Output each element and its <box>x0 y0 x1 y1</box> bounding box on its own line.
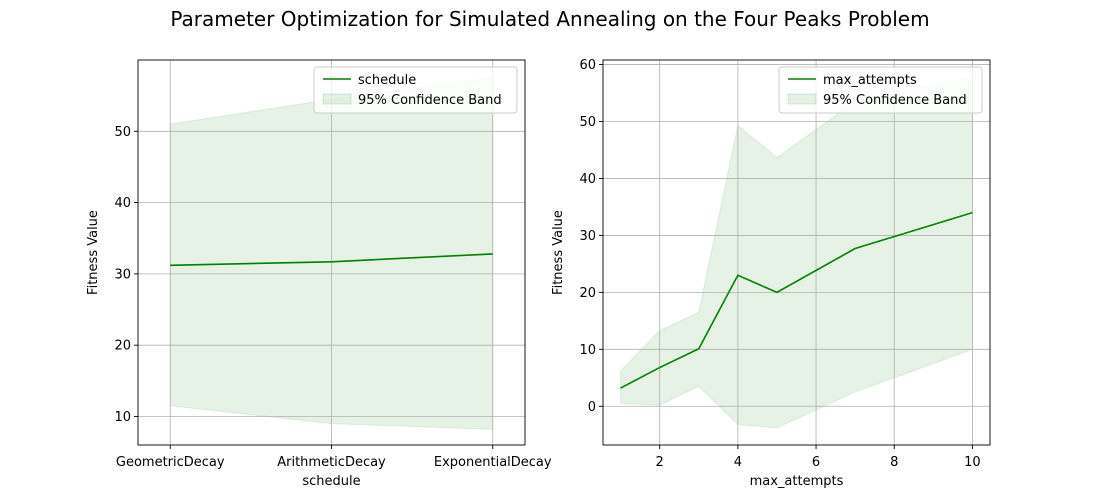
y-tick-label: 40 <box>579 172 596 187</box>
y-tick-label: 50 <box>114 125 131 140</box>
figure-title: Parameter Optimization for Simulated Ann… <box>170 7 929 31</box>
x-tick-label: 4 <box>734 455 742 470</box>
right-chart: 2 4 6 8 10 0 10 20 30 40 50 60 max_attempts Fitness V… <box>551 58 991 489</box>
legend-box <box>778 66 983 114</box>
y-tick-label: 40 <box>114 196 131 211</box>
legend-entry-series: schedule <box>358 73 416 88</box>
axes-frame <box>602 59 991 446</box>
y-tick-label: 30 <box>579 229 596 244</box>
x-tick-label: 8 <box>890 455 898 470</box>
x-axis-label: max_attempts <box>750 474 844 489</box>
legend-entry-band: 95% Confidence Band <box>358 93 502 108</box>
y-tick-label: 0 <box>588 400 596 415</box>
y-tick-label: 20 <box>114 339 131 354</box>
legend: max_attempts 95% Confidence Band <box>778 66 983 114</box>
y-tick-label: 50 <box>579 115 596 130</box>
x-tick-label: 10 <box>964 455 981 470</box>
y-axis-label: Fitness Value <box>551 210 566 295</box>
x-tick-label: ExponentialDecay <box>434 455 552 470</box>
confidence-band <box>620 76 973 429</box>
legend: schedule 95% Confidence Band <box>313 66 518 114</box>
x-tick-label: 2 <box>656 455 664 470</box>
y-tick-label: 10 <box>114 410 131 425</box>
legend-box <box>313 66 518 114</box>
left-chart: GeometricDecay ArithmeticDecay Exponential… <box>86 59 552 489</box>
y-tick-label: 20 <box>579 286 596 301</box>
y-tick-label: 10 <box>579 343 596 358</box>
x-tick-label: ArithmeticDecay <box>277 455 386 470</box>
legend-entry-series: max_attempts <box>823 73 917 88</box>
x-tick-label: 6 <box>812 455 820 470</box>
grid-lines <box>603 60 990 445</box>
legend-band-swatch <box>787 93 817 105</box>
x-axis-label: schedule <box>302 474 360 489</box>
y-tick-label: 60 <box>579 58 596 73</box>
legend-entry-band: 95% Confidence Band <box>823 93 967 108</box>
y-axis-label: Fitness Value <box>86 210 101 295</box>
y-tick-label: 30 <box>114 267 131 282</box>
grid-lines <box>138 60 525 445</box>
x-tick-label: GeometricDecay <box>116 455 225 470</box>
legend-band-swatch <box>322 93 352 105</box>
